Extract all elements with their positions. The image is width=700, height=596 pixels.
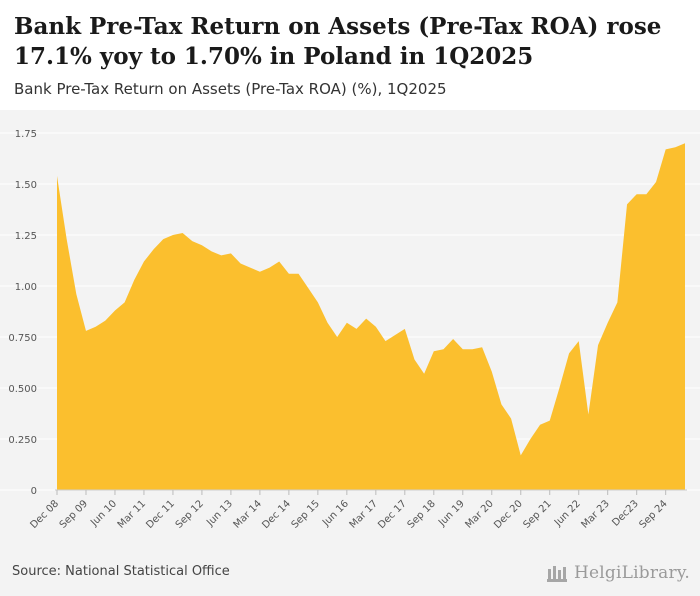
brand-logo: HelgiLibrary. [546,561,690,585]
y-tick-label: 0.500 [8,384,37,395]
y-tick-label: 1.75 [15,129,37,140]
x-tick-label: Dec 08 [28,498,61,531]
x-tick-label: Dec23 [610,498,640,528]
x-tick-label: Sep 24 [637,498,669,530]
y-tick-label: 1.25 [15,231,37,242]
source-note: Source: National Statistical Office [12,564,230,579]
x-tick-label: Jun 13 [204,498,235,529]
y-tick-label: 0 [31,486,37,497]
x-tick-label: Dec 11 [144,498,177,531]
y-tick-label: 0.250 [8,435,37,446]
x-tick-label: Sep 21 [521,498,553,530]
x-tick-label: Jun 16 [320,498,351,529]
header: Bank Pre-Tax Return on Assets (Pre-Tax R… [0,0,700,110]
x-tick-label: Mar 14 [232,498,264,530]
brand-text: HelgiLibrary. [574,563,690,583]
chart-area: 0 0.250 0.500 0.750 1.00 1.25 1.50 1.75 Dec 08 S… [0,110,700,555]
x-tick-label: Mar 11 [116,498,148,530]
x-tick-label: Jun 10 [88,498,119,529]
x-tick-label: Jun 22 [552,498,583,529]
footer: Source: National Statistical Office Helg… [0,555,700,596]
x-tick-label: Sep 12 [174,498,206,530]
x-tick-label: Sep 15 [290,498,322,530]
area-series [57,143,685,490]
x-tick-label: Mar 23 [579,498,611,530]
x-tick-label: Mar 17 [348,498,380,530]
y-axis: 0 0.250 0.500 0.750 1.00 1.25 1.50 1.75 [8,129,37,497]
x-tick-label: Sep 18 [406,498,438,530]
y-tick-label: 0.750 [8,333,37,344]
x-tick-label: Dec 20 [492,498,525,531]
area-fill [57,143,685,490]
x-tick-label: Mar 20 [464,498,496,530]
x-tick-label: Dec 14 [260,498,293,531]
y-tick-label: 1.50 [15,180,37,191]
x-tick-label: Jun 19 [436,498,467,529]
chart-subtitle: Bank Pre-Tax Return on Assets (Pre-Tax R… [14,80,447,98]
x-tick-label: Sep 09 [58,498,90,530]
chart-title: Bank Pre-Tax Return on Assets (Pre-Tax R… [14,13,662,70]
library-icon [547,566,567,582]
x-tick-label: Dec 17 [376,498,409,531]
y-tick-label: 1.00 [15,282,37,293]
